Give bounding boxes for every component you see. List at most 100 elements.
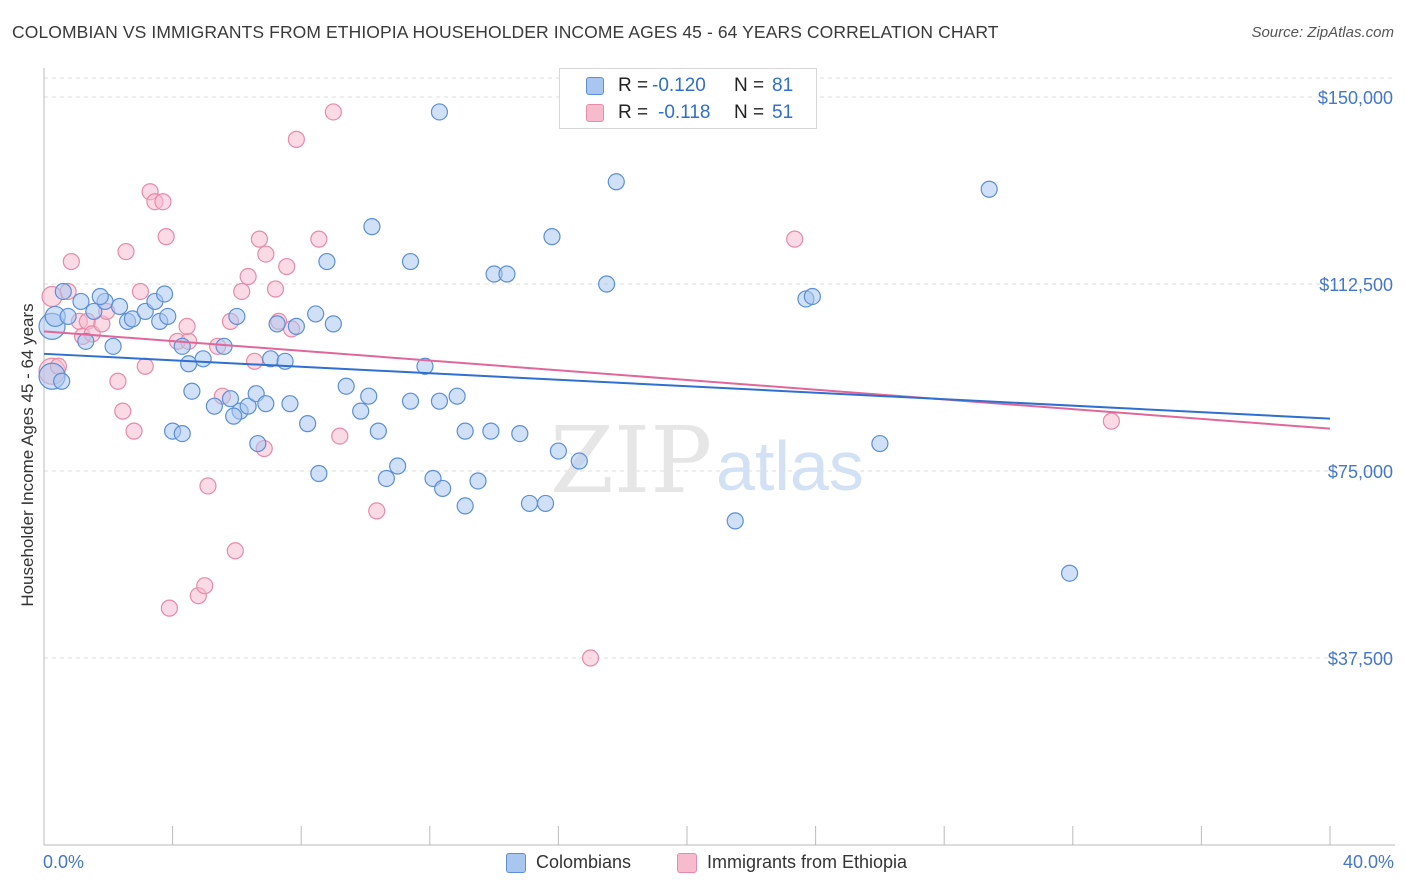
ethiopia-point	[125, 422, 143, 440]
colombian-point	[155, 285, 174, 303]
legend-r-value: -0.118	[658, 102, 711, 123]
colombian-point	[205, 397, 223, 415]
colombian-point	[536, 494, 555, 513]
ethiopia-point	[331, 427, 349, 445]
ethiopia-point	[117, 242, 135, 261]
colombian-point	[416, 357, 434, 375]
y-tick-label: $112,500	[1319, 275, 1393, 295]
colombian-point	[194, 350, 212, 368]
colombian-point	[110, 297, 129, 316]
colombian-point	[310, 464, 328, 483]
legend-r-label: R =	[618, 102, 649, 123]
ethiopia-point	[786, 230, 804, 248]
ethiopia-point	[250, 230, 269, 248]
colombian-point	[377, 469, 395, 488]
colombian-point	[598, 275, 616, 293]
legend-swatch-pink	[586, 104, 604, 122]
series-legend: Colombians Immigrants from Ethiopia	[0, 852, 1406, 876]
colombian-point	[159, 307, 177, 326]
colombian-point	[360, 387, 378, 405]
colombian-point	[543, 228, 561, 246]
x-tick-max: 40.0%	[1342, 852, 1394, 872]
colombian-point	[54, 282, 72, 301]
colombian-point	[434, 479, 452, 498]
colombian-point	[173, 425, 191, 443]
ethiopia-point	[109, 372, 127, 390]
colombian-points	[38, 103, 1079, 582]
colombian-point	[123, 310, 142, 328]
ethiopia-point	[239, 267, 257, 286]
trend-lines	[43, 330, 1331, 430]
colombian-point	[324, 315, 342, 333]
legend-n-value: 51	[772, 102, 794, 123]
colombian-point	[401, 252, 420, 271]
colombian-point	[607, 173, 625, 191]
colombian-point	[549, 442, 568, 460]
ethiopia-point	[199, 477, 217, 495]
ethiopia-point	[136, 357, 154, 375]
legend-n-value: 81	[772, 75, 794, 96]
colombian-point	[59, 307, 77, 326]
ethiopia-trend-line	[43, 330, 1331, 430]
colombian-point	[726, 512, 744, 530]
colombian-point	[91, 287, 109, 306]
legend-swatch-pink	[677, 852, 697, 873]
colombian-point	[299, 415, 317, 433]
y-axis-label: Householder Income Ages 45 - 64 years	[18, 303, 37, 606]
x-tick-min: 0.0%	[43, 852, 85, 872]
colombian-point	[871, 434, 889, 453]
ethiopia-point	[310, 230, 328, 248]
y-tick-label: $37,500	[1328, 649, 1393, 669]
y-tick-labels: $37,500 $75,000 $112,500 $150,000	[1318, 88, 1393, 669]
colombian-point	[53, 372, 71, 390]
ethiopia-point	[257, 245, 275, 263]
correlation-legend: R = -0.120 N = 81 R = -0.118 N = 51	[559, 68, 817, 129]
colombian-point	[337, 377, 355, 395]
ethiopia-point	[131, 282, 150, 301]
colombian-point	[104, 337, 122, 355]
colombian-point	[225, 407, 243, 425]
ethiopia-point	[1102, 412, 1120, 430]
colombian-point	[228, 307, 246, 326]
colombian-point	[307, 305, 325, 323]
ethiopia-point	[196, 577, 214, 595]
colombian-point	[980, 180, 998, 198]
colombian-point	[570, 452, 588, 470]
colombian-point	[180, 355, 198, 373]
colombian-point	[249, 434, 267, 453]
ethiopia-point	[266, 280, 285, 298]
y-tick-label: $75,000	[1328, 462, 1393, 482]
ethiopia-point	[157, 228, 175, 246]
colombian-point	[389, 457, 407, 475]
ethiopia-point	[178, 317, 196, 335]
ethiopia-point	[287, 130, 305, 148]
colombian-point	[352, 402, 370, 420]
axes	[43, 68, 1395, 846]
colombian-point	[401, 392, 420, 410]
ethiopia-point	[245, 352, 264, 370]
legend-n-label: N =	[734, 102, 765, 123]
colombian-point	[511, 425, 529, 443]
legend-item-ethiopia: Immigrants from Ethiopia	[677, 852, 907, 873]
colombian-point	[239, 397, 257, 415]
ethiopia-point	[114, 402, 132, 420]
legend-swatch-blue	[506, 852, 526, 873]
y-tick-label: $150,000	[1318, 88, 1393, 108]
colombian-point	[1060, 564, 1079, 582]
colombian-point	[456, 497, 474, 515]
ethiopia-point	[233, 282, 251, 301]
colombian-point	[363, 218, 381, 236]
ethiopia-point	[581, 649, 600, 667]
colombian-point	[72, 292, 90, 311]
colombian-point	[469, 472, 487, 490]
colombian-point	[498, 265, 516, 283]
colombian-point	[430, 392, 449, 410]
legend-r-label: R =	[618, 75, 649, 96]
ethiopia-point	[62, 252, 80, 271]
legend-item-colombians: Colombians	[506, 852, 631, 873]
legend-label-colombians: Colombians	[536, 852, 632, 872]
legend-r-value: -0.120	[652, 75, 706, 96]
colombian-point	[482, 422, 500, 440]
ethiopia-point	[368, 502, 386, 520]
colombian-point	[287, 317, 305, 335]
